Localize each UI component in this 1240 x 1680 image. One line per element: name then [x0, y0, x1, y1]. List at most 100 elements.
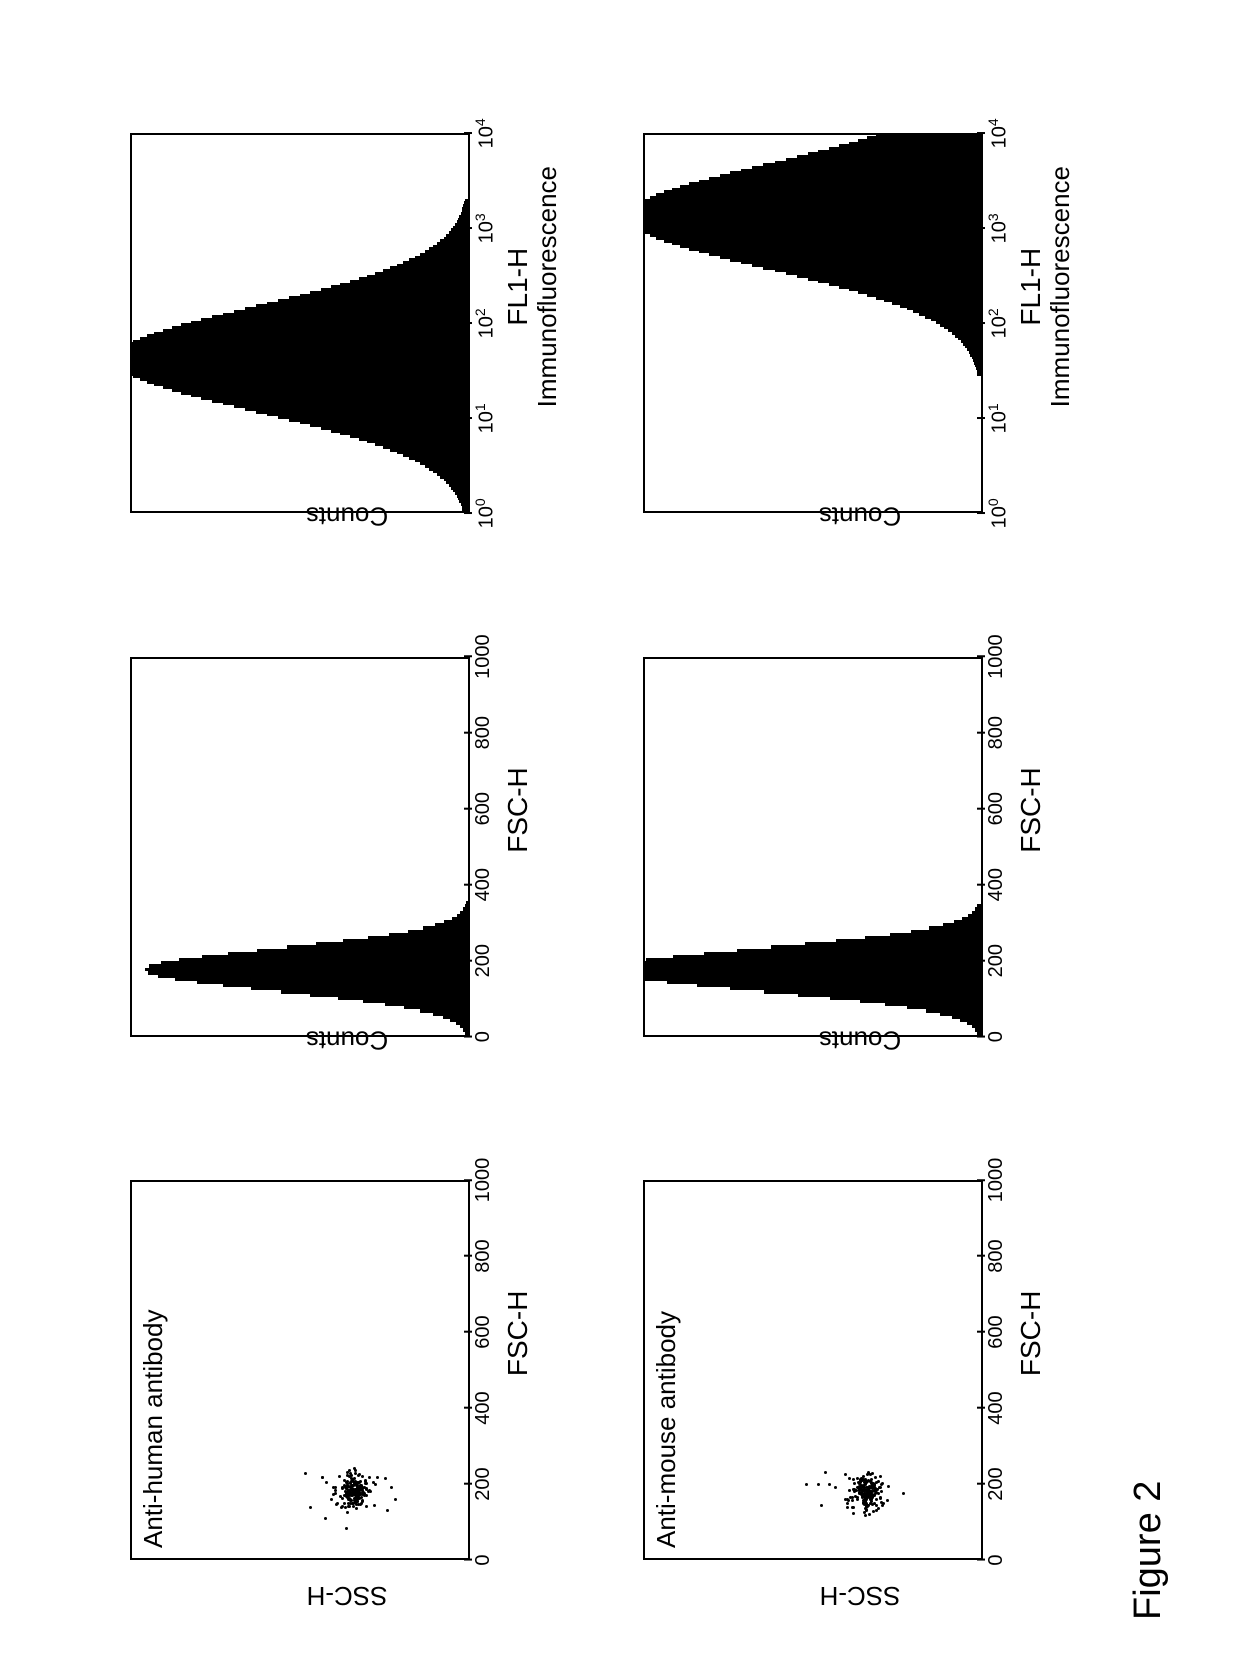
scatter-point [353, 1482, 356, 1485]
tick-x: 0 [985, 1554, 1008, 1565]
scatter-point [338, 1475, 341, 1478]
scatter-point [824, 1471, 827, 1474]
scatter-point [345, 1527, 348, 1530]
tick-x: 1000 [985, 1158, 1008, 1203]
scatter-point [361, 1475, 364, 1478]
scatter-point [868, 1513, 871, 1516]
scatter-point [858, 1492, 861, 1495]
scatter-point [902, 1492, 905, 1495]
tick-x: 101 [985, 403, 1012, 433]
scatter-point [365, 1505, 368, 1508]
tick-x: 400 [472, 1391, 495, 1424]
scatter-point [867, 1491, 870, 1494]
scatter-point [855, 1489, 858, 1492]
scatter-point [848, 1489, 851, 1492]
tick-x: 1000 [985, 634, 1008, 679]
tick-x: 101 [472, 403, 499, 433]
scatter-point [330, 1498, 333, 1501]
scatter-point [820, 1504, 823, 1507]
scatter-panel: Anti-human antibody020040060080010000200… [130, 1107, 563, 1560]
scatter-point [879, 1497, 882, 1500]
scatter-point [344, 1506, 347, 1509]
x-axis-label: FSC-H [502, 583, 534, 1036]
scatter-point [828, 1483, 831, 1486]
tick-x: 800 [472, 716, 495, 749]
scatter-point [865, 1481, 868, 1484]
tick-x: 100 [472, 498, 499, 528]
tick-x: 600 [472, 1315, 495, 1348]
hist-bar [465, 199, 468, 202]
tick-x: 400 [472, 868, 495, 901]
scatter-point [340, 1506, 343, 1509]
scatter-point [863, 1511, 866, 1514]
scatter-point [862, 1478, 865, 1481]
scatter-point [341, 1486, 344, 1489]
tick-x: 600 [985, 792, 1008, 825]
scatter-point [834, 1486, 837, 1489]
tick-x: 0 [985, 1031, 1008, 1042]
scatter-point [875, 1509, 878, 1512]
tick-x: 400 [985, 868, 1008, 901]
panel-title: Anti-mouse antibody [651, 1311, 682, 1548]
tick-x: 400 [985, 1391, 1008, 1424]
panel-title: Anti-human antibody [138, 1310, 169, 1548]
scatter-point [874, 1476, 877, 1479]
plot-area: 05101520 [643, 657, 983, 1037]
scatter-point [880, 1490, 883, 1493]
scatter-point [881, 1504, 884, 1507]
scatter-point [325, 1481, 328, 1484]
panel-grid: Anti-human antibody020040060080010000200… [130, 60, 1076, 1560]
tick-x: 200 [985, 944, 1008, 977]
scatter-point [349, 1499, 352, 1502]
scatter-point [386, 1509, 389, 1512]
y-axis-label: Counts [305, 1024, 387, 1055]
scatter-point [858, 1482, 861, 1485]
y-axis-label: SSC-H [819, 1580, 900, 1611]
scatter-point [846, 1506, 849, 1509]
scatter-point [374, 1483, 377, 1486]
hist-bar [977, 904, 981, 908]
scatter-point [361, 1500, 364, 1503]
scatter-point [886, 1499, 889, 1502]
tick-x: 104 [472, 118, 499, 148]
scatter-point [350, 1487, 353, 1490]
tick-x: 800 [472, 1239, 495, 1272]
tick-x: 100 [985, 498, 1012, 528]
scatter-point [875, 1498, 878, 1501]
x-axis-label: FSC-H [1015, 583, 1047, 1036]
scatter-point [875, 1491, 878, 1494]
tick-x: 600 [472, 792, 495, 825]
scatter-point [852, 1512, 855, 1515]
tick-x: 800 [985, 1239, 1008, 1272]
plot-area: 0510 [130, 133, 470, 513]
scatter-point [341, 1497, 344, 1500]
figure-label: Figure 2 [1127, 1481, 1170, 1620]
scatter-panel: Anti-mouse antibody020040060080010000200… [643, 1107, 1076, 1560]
tick-x: 103 [472, 213, 499, 243]
tick-x: 1000 [472, 634, 495, 679]
scatter-point [852, 1506, 855, 1509]
scatter-point [856, 1477, 859, 1480]
scatter-point [336, 1502, 339, 1505]
tick-x: 200 [472, 944, 495, 977]
scatter-point [851, 1499, 854, 1502]
scatter-point [805, 1483, 808, 1486]
scatter-point [346, 1511, 349, 1514]
tick-x: 102 [985, 308, 1012, 338]
tick-x: 200 [985, 1467, 1008, 1500]
y-axis-label: Counts [305, 501, 387, 532]
scatter-point [847, 1499, 850, 1502]
fl1-hist-panel: 0510100101102103104CountsFL1-HImmunofluo… [643, 60, 1076, 513]
plot-area: 0510 [643, 133, 983, 513]
scatter-point [887, 1485, 890, 1488]
scatter-point [355, 1507, 358, 1510]
scatter-point [872, 1482, 875, 1485]
plot-area: Anti-mouse antibody02004006008001000 [643, 1180, 983, 1560]
tick-x: 600 [985, 1315, 1008, 1348]
scatter-point [384, 1477, 387, 1480]
y-axis-label: Counts [818, 1024, 900, 1055]
scatter-point [343, 1502, 346, 1505]
scatter-point [844, 1473, 847, 1476]
tick-x: 1000 [472, 1158, 495, 1203]
tick-x: 200 [472, 1467, 495, 1500]
